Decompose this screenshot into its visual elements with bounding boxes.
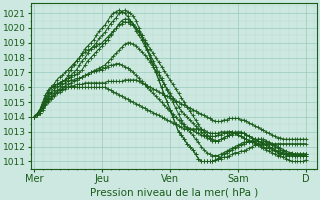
X-axis label: Pression niveau de la mer( hPa ): Pression niveau de la mer( hPa ) xyxy=(90,187,259,197)
